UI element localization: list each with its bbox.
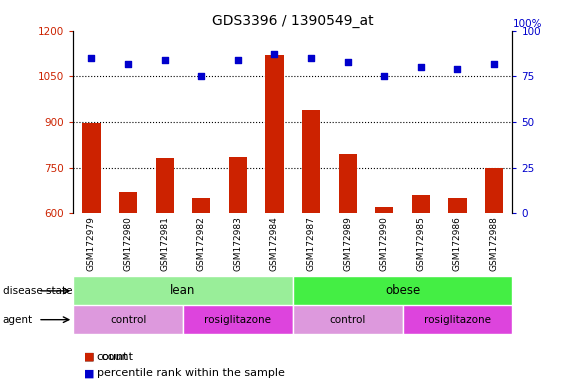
Bar <box>375 207 394 213</box>
Text: lean: lean <box>170 285 196 297</box>
Point <box>234 57 243 63</box>
Bar <box>485 167 503 213</box>
Text: GSM172986: GSM172986 <box>453 216 462 271</box>
Bar <box>293 305 403 334</box>
Text: control: control <box>110 314 146 325</box>
Text: 100%: 100% <box>512 19 542 29</box>
Bar <box>82 123 101 213</box>
Point <box>160 57 169 63</box>
Bar <box>155 158 174 213</box>
Title: GDS3396 / 1390549_at: GDS3396 / 1390549_at <box>212 14 374 28</box>
Text: GSM172981: GSM172981 <box>160 216 169 271</box>
Bar <box>73 276 293 305</box>
Point <box>453 66 462 72</box>
Text: count: count <box>97 351 128 362</box>
Bar <box>73 305 183 334</box>
Point <box>197 73 206 79</box>
Text: rosiglitazone: rosiglitazone <box>204 314 271 325</box>
Text: GSM172990: GSM172990 <box>380 216 388 271</box>
Point <box>123 60 133 67</box>
Bar <box>183 305 293 334</box>
Text: ■  count: ■ count <box>84 351 133 362</box>
Text: GSM172983: GSM172983 <box>234 216 242 271</box>
Text: ■: ■ <box>84 368 95 379</box>
Bar <box>192 198 211 213</box>
Text: agent: agent <box>3 314 33 325</box>
Text: GSM172985: GSM172985 <box>417 216 425 271</box>
Text: control: control <box>329 314 366 325</box>
Bar <box>293 276 512 305</box>
Text: GSM172979: GSM172979 <box>87 216 96 271</box>
Text: GSM172989: GSM172989 <box>343 216 352 271</box>
Bar <box>412 195 430 213</box>
Point <box>417 64 426 70</box>
Point <box>270 51 279 58</box>
Text: GSM172982: GSM172982 <box>197 216 205 271</box>
Point <box>489 60 499 67</box>
Bar <box>119 192 137 213</box>
Point <box>379 73 388 79</box>
Bar <box>338 154 357 213</box>
Bar <box>448 198 467 213</box>
Text: GSM172984: GSM172984 <box>270 216 279 271</box>
Text: GSM172980: GSM172980 <box>124 216 132 271</box>
Text: rosiglitazone: rosiglitazone <box>424 314 491 325</box>
Point <box>343 59 352 65</box>
Bar <box>302 110 320 213</box>
Bar <box>265 55 284 213</box>
Text: GSM172987: GSM172987 <box>307 216 315 271</box>
Bar <box>229 157 247 213</box>
Text: percentile rank within the sample: percentile rank within the sample <box>97 368 285 379</box>
Text: obese: obese <box>385 285 420 297</box>
Point <box>87 55 96 61</box>
Text: GSM172988: GSM172988 <box>490 216 498 271</box>
Text: disease state: disease state <box>3 286 72 296</box>
Text: ■: ■ <box>84 351 95 362</box>
Point <box>306 55 315 61</box>
Bar <box>403 305 512 334</box>
